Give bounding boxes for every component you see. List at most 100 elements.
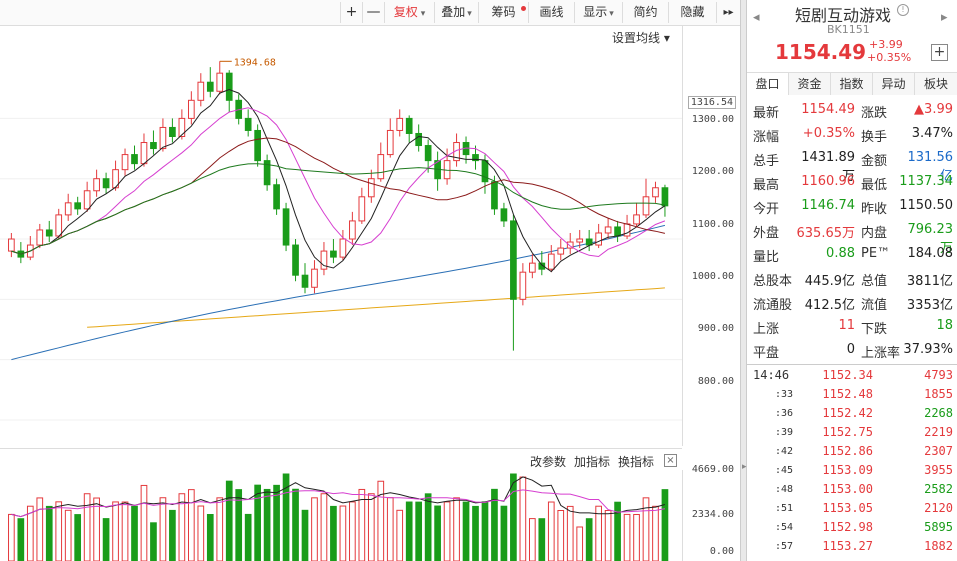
volume-bar — [576, 526, 584, 561]
collapse-arrow-icon[interactable]: ▸ — [742, 462, 747, 472]
add-indicator-button[interactable]: 加指标 — [574, 455, 611, 469]
volume-bar — [102, 518, 110, 561]
simple-mode-button[interactable]: 简约 — [622, 2, 668, 23]
more-arrow-icon[interactable]: ▸▸ — [716, 2, 740, 23]
notification-dot-icon — [521, 6, 526, 11]
fuquan-dropdown[interactable]: 复权 ▾ — [384, 2, 434, 23]
quote-label: 内盘 — [861, 226, 888, 241]
volume-bar — [26, 505, 34, 561]
candle-body — [623, 223, 631, 237]
next-arrow-icon[interactable]: ▸ — [941, 10, 948, 25]
volume-bar — [178, 493, 186, 561]
price-change-pct: +0.35% — [867, 51, 912, 64]
candle-body — [187, 99, 195, 119]
tick-row: 14:46 1152.34 4793 — [747, 368, 957, 387]
tab-bankuai[interactable]: 板块 — [915, 73, 957, 95]
candle-body — [131, 154, 138, 165]
volume-bar — [453, 497, 460, 561]
ma60-line — [11, 224, 666, 361]
hide-button[interactable]: 隐藏 — [668, 2, 716, 23]
quote-value: 11 — [838, 318, 855, 333]
sector-title: 短剧互动游戏 — [795, 6, 892, 25]
candle-body — [282, 208, 290, 246]
display-dropdown[interactable]: 显示 ▾ — [574, 2, 622, 23]
add-watchlist-icon[interactable]: + — [931, 44, 948, 61]
close-icon[interactable]: × — [664, 454, 677, 467]
switch-indicator-button[interactable]: 换指标 — [618, 455, 655, 469]
candle-body — [8, 238, 15, 252]
quote-value: 1150.50 — [899, 198, 953, 213]
candle-body — [206, 81, 214, 92]
quote-value: 412.5亿 — [804, 298, 855, 313]
tick-row: :48 1153.00 2582 — [747, 482, 957, 501]
candle-body — [633, 214, 640, 225]
candle-body — [386, 129, 394, 156]
volume-bar — [64, 509, 72, 561]
tab-zijin[interactable]: 资金 — [789, 73, 831, 95]
candle-body — [121, 154, 129, 171]
ma120-line — [87, 287, 665, 328]
volume-bar — [273, 484, 280, 561]
quote-row: 最新 1154.49 涨跌 ▲3.99 — [747, 98, 957, 122]
tick-price: 1153.00 — [822, 482, 873, 496]
candle-body — [566, 241, 574, 249]
overlay-button[interactable]: 叠加 ▾ — [434, 2, 478, 23]
quote-label: 金额 — [861, 154, 888, 169]
ma20-line — [11, 137, 666, 255]
volume-bar — [216, 497, 224, 561]
tab-yidong[interactable]: 异动 — [873, 73, 915, 95]
quote-label: 量比 — [753, 250, 780, 265]
quote-label: 平盘 — [753, 346, 780, 361]
candle-body — [159, 126, 167, 150]
candle-body — [140, 142, 148, 165]
kline-main-plot[interactable]: 1394.68 — [0, 26, 682, 446]
tick-time: :39 — [775, 427, 794, 438]
zoom-in-button[interactable]: + — [340, 2, 362, 23]
candle-body — [538, 262, 546, 270]
volume-bar — [481, 501, 489, 561]
candle-body — [576, 238, 584, 243]
edit-params-button[interactable]: 改参数 — [530, 455, 567, 469]
candle-body — [519, 271, 527, 300]
volume-bar — [301, 509, 309, 561]
candle-body — [225, 72, 233, 101]
kline-chart-area[interactable]: + — 复权 ▾ 叠加 ▾ 筹码 画线 显示 ▾ 简约 隐藏 ▸▸ 设置均线 ▾ 13… — [0, 0, 740, 561]
volume-plot[interactable] — [0, 470, 682, 561]
volume-bar — [367, 493, 375, 561]
panel-divider[interactable] — [740, 0, 747, 561]
volume-bar — [424, 493, 432, 561]
tick-time: :33 — [775, 389, 794, 400]
volume-bar — [83, 493, 91, 561]
volume-bar — [623, 513, 631, 561]
price-tick: 1000.00 — [691, 271, 734, 282]
quote-label: 涨幅 — [753, 130, 780, 145]
candle-body — [36, 229, 44, 246]
volume-bar — [349, 501, 356, 561]
info-icon[interactable]: ! — [897, 4, 909, 16]
tab-zhishu[interactable]: 指数 — [831, 73, 873, 95]
quote-value: 0 — [846, 342, 855, 357]
volume-bar — [642, 497, 650, 561]
quote-label: 昨收 — [861, 202, 888, 217]
chip-button[interactable]: 筹码 — [478, 2, 528, 23]
candle-body — [614, 226, 621, 237]
tick-row: :36 1152.42 2268 — [747, 406, 957, 425]
set-ma-button[interactable]: 设置均线 ▾ — [612, 31, 670, 45]
quote-label: 换手 — [861, 130, 888, 145]
tick-time: :54 — [775, 522, 794, 533]
tick-price: 1152.48 — [822, 387, 873, 401]
quote-value: 3353亿 — [906, 298, 953, 313]
prev-arrow-icon[interactable]: ◂ — [753, 10, 760, 25]
volume-bar — [434, 505, 441, 561]
candle-body — [83, 190, 91, 210]
volume-ma5-line — [11, 476, 666, 518]
volume-tick: 4669.00 — [691, 464, 734, 475]
zoom-out-button[interactable]: — — [362, 2, 384, 23]
sector-code: BK1151 — [827, 23, 870, 36]
draw-line-button[interactable]: 画线 — [528, 2, 574, 23]
tab-pankou[interactable]: 盘口 — [747, 73, 789, 95]
candle-body — [339, 238, 347, 258]
candle-body — [150, 142, 157, 150]
volume-bar — [462, 501, 470, 561]
quote-label: 今开 — [753, 202, 780, 217]
